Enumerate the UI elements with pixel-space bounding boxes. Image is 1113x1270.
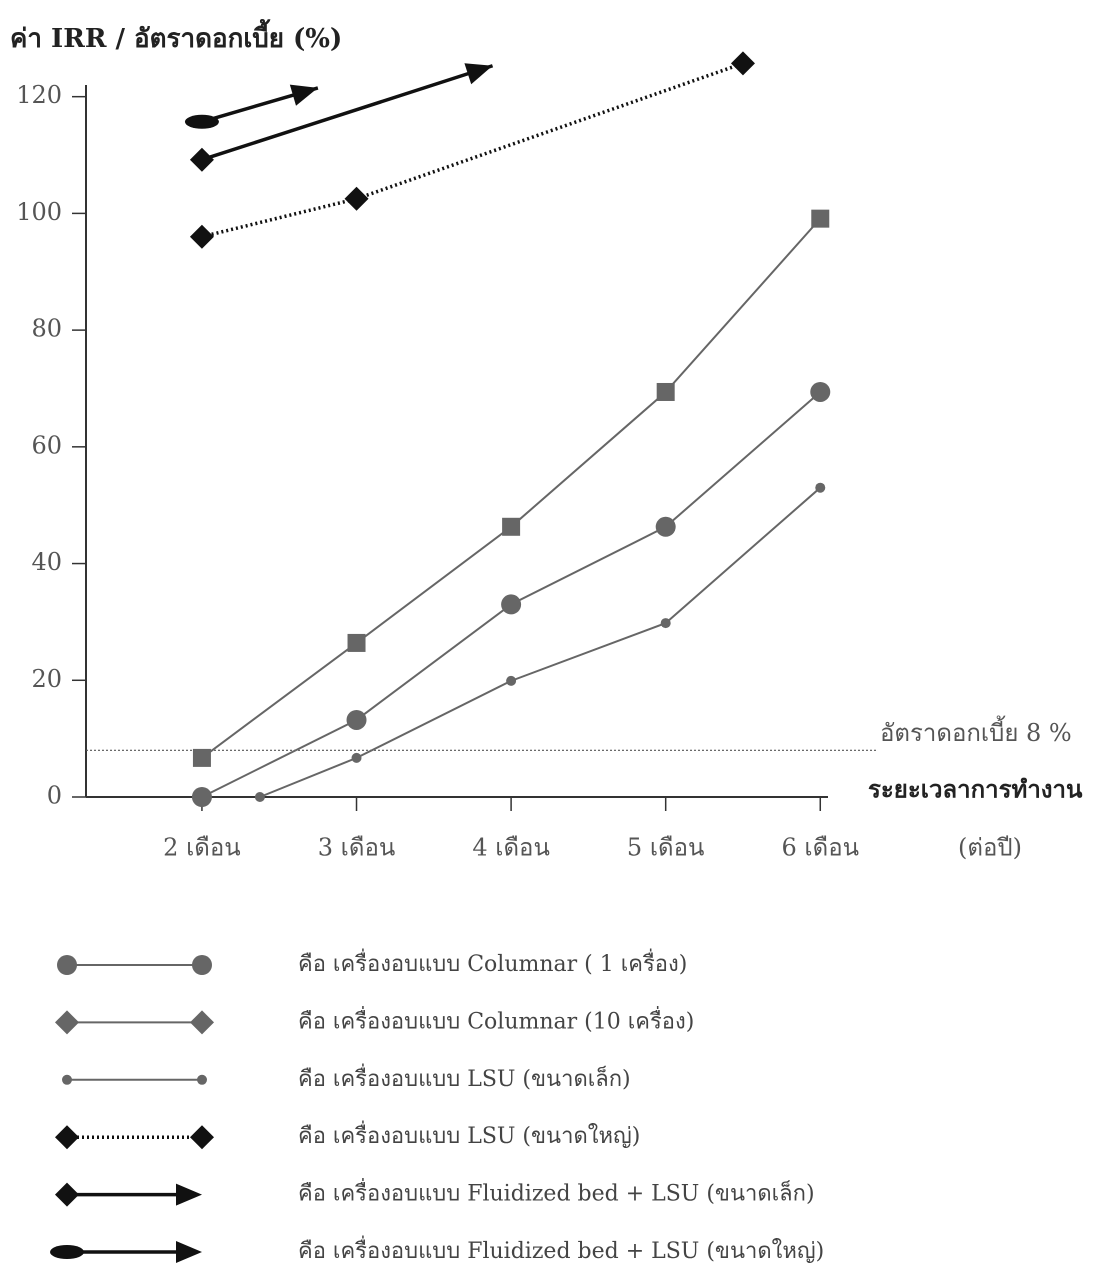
legend-marker [55, 1010, 79, 1034]
series-line [202, 66, 493, 160]
data-point [501, 594, 521, 614]
x-tick-label: 5 เดือน [627, 834, 705, 862]
legend-label: คือ เครื่องอบแบบ Fluidized bed + LSU (ขน… [298, 1235, 824, 1264]
data-point [345, 187, 369, 211]
data-point [347, 710, 367, 730]
x-tick-label: 3 เดือน [318, 834, 396, 862]
legend-arrow [176, 1241, 202, 1263]
legend-marker [62, 1075, 72, 1085]
reference-label: อัตราดอกเบี้ย 8 % [880, 715, 1072, 747]
x-tick-label: 6 เดือน [782, 834, 860, 862]
legend-arrow [176, 1184, 202, 1206]
data-point [192, 787, 212, 807]
data-point [255, 792, 265, 802]
data-point [810, 382, 830, 402]
chart-title: ค่า IRR / อัตราดอกเบี้ย (%) [10, 18, 342, 54]
page: {"chart_data": {"type": "line", "title":… [0, 0, 1113, 1270]
data-point [352, 753, 362, 763]
x-axis-label: ระยะเวลาการทำงาน [868, 775, 1083, 804]
y-tick-label: 120 [16, 81, 62, 109]
legend-marker [197, 1075, 207, 1085]
legend-marker [55, 1125, 79, 1149]
legend-marker [50, 1245, 84, 1259]
data-point [190, 148, 214, 172]
legend-marker [192, 955, 212, 975]
data-point [656, 517, 676, 537]
x-axis-unit: (ต่อปี) [958, 834, 1022, 862]
legend-marker [190, 1010, 214, 1034]
legend-marker [55, 1183, 79, 1207]
legend-label: คือ เครื่องอบแบบ Columnar (10 เครื่อง) [298, 1005, 694, 1034]
legend-label: คือ เครื่องอบแบบ Fluidized bed + LSU (ขน… [298, 1178, 815, 1207]
x-tick-label: 2 เดือน [163, 834, 241, 862]
y-tick-label: 0 [47, 782, 62, 810]
data-point [193, 749, 211, 767]
data-point [815, 483, 825, 493]
arrow-head [290, 85, 318, 106]
data-point [661, 618, 671, 628]
data-point [185, 115, 219, 129]
arrow-head [464, 63, 492, 84]
y-tick-label: 40 [31, 548, 62, 576]
data-point [348, 634, 366, 652]
data-point [190, 225, 214, 249]
y-tick-label: 100 [16, 198, 62, 226]
data-point [811, 210, 829, 228]
y-tick-label: 20 [31, 665, 62, 693]
legend-marker [190, 1125, 214, 1149]
legend-label: คือ เครื่องอบแบบ LSU (ขนาดเล็ก) [298, 1063, 631, 1092]
data-point [506, 676, 516, 686]
y-tick-label: 60 [31, 431, 62, 459]
legend-label: คือ เครื่องอบแบบ LSU (ขนาดใหญ่) [298, 1120, 640, 1149]
data-point [657, 383, 675, 401]
series-line [202, 63, 743, 236]
data-point [731, 51, 755, 75]
legend-label: คือ เครื่องอบแบบ Columnar ( 1 เครื่อง) [298, 948, 687, 977]
data-point [502, 518, 520, 536]
y-tick-label: 80 [31, 315, 62, 343]
x-tick-label: 4 เดือน [472, 834, 550, 862]
legend-marker [57, 955, 77, 975]
chart: ค่า IRR / อัตราดอกเบี้ย (%) ระยะเวลาการท… [0, 0, 1113, 1270]
